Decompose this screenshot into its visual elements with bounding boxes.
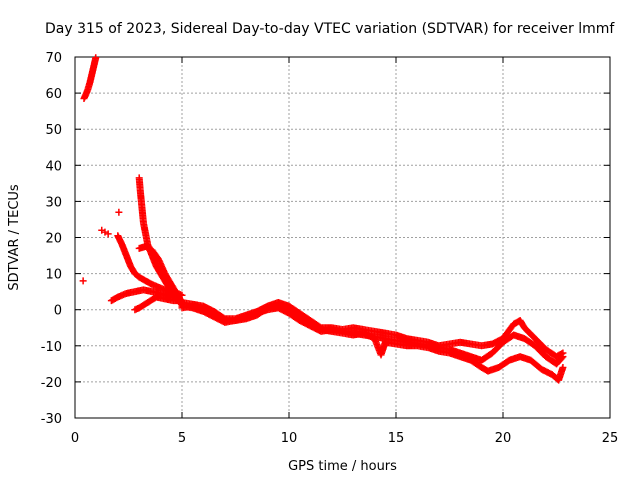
y-tick-label: 60 xyxy=(45,87,62,102)
x-axis-label: GPS time / hours xyxy=(288,459,397,474)
x-tick-label: 0 xyxy=(71,431,79,446)
x-tick-label: 15 xyxy=(388,431,405,446)
data-point xyxy=(115,208,123,216)
y-tick-label: 50 xyxy=(45,123,62,138)
data-point xyxy=(104,230,112,238)
series-main-lower xyxy=(178,302,567,384)
y-tick-label: 70 xyxy=(45,51,62,66)
data-point xyxy=(558,354,566,362)
data-point xyxy=(92,54,100,62)
data-marks xyxy=(79,54,567,384)
data-point xyxy=(79,277,87,285)
y-tick-label: -30 xyxy=(41,412,62,427)
x-tick-label: 25 xyxy=(602,431,619,446)
grid xyxy=(75,57,610,418)
y-tick-label: 0 xyxy=(54,304,62,319)
y-tick-label: 10 xyxy=(45,268,62,283)
x-tick-label: 10 xyxy=(281,431,298,446)
y-tick-label: 40 xyxy=(45,159,62,174)
series-main-upper xyxy=(178,298,567,361)
series-isolated xyxy=(79,208,123,285)
y-tick-label: -10 xyxy=(41,340,62,355)
chart-title: Day 315 of 2023, Sidereal Day-to-day VTE… xyxy=(45,21,615,37)
axis-ticks: 0 5 10 15 20 25 -30 -20 -10 0 10 20 30 40 50 60 70 xyxy=(41,51,619,446)
x-tick-label: 20 xyxy=(495,431,512,446)
series-track-e xyxy=(135,243,186,306)
y-axis-label: SDTVAR / TECUs xyxy=(7,184,22,291)
data-point xyxy=(559,353,567,361)
y-tick-label: -20 xyxy=(41,376,62,391)
y-tick-label: 30 xyxy=(45,195,62,210)
series-early-high xyxy=(80,54,100,103)
data-point xyxy=(559,363,567,371)
x-tick-label: 5 xyxy=(178,431,186,446)
y-tick-label: 20 xyxy=(45,232,62,247)
